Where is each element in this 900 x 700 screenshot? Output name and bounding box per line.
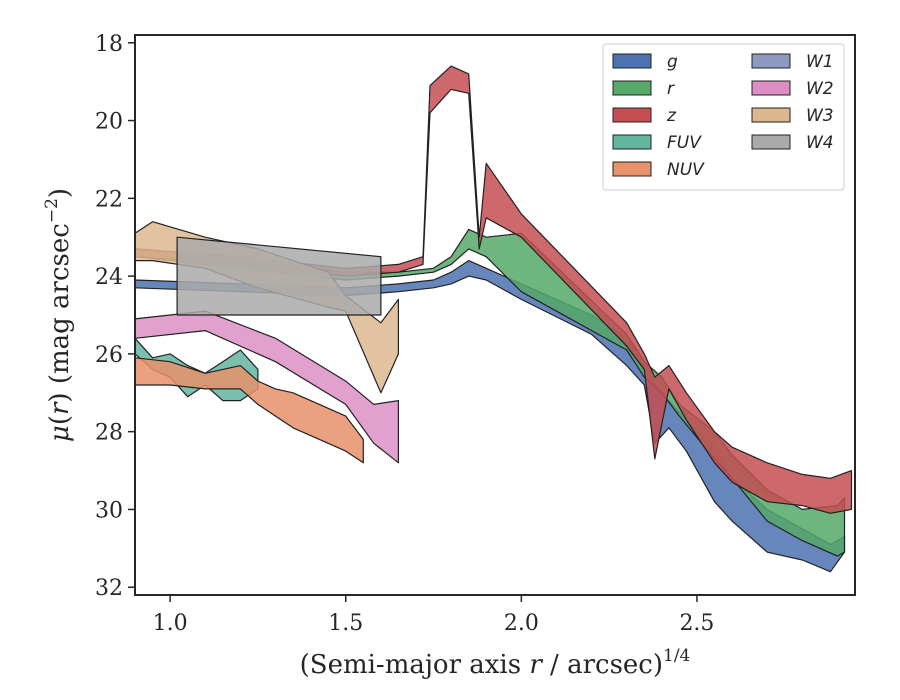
legend-label-w2: W2	[806, 79, 834, 99]
legend-swatch-w2	[751, 80, 791, 96]
legend-swatch-w4	[751, 134, 791, 150]
legend-label-nuv: NUV	[667, 160, 705, 180]
band-w4	[176, 236, 382, 316]
band-z	[134, 65, 853, 514]
plot-frame	[134, 34, 856, 596]
x-tick-label: 1.0	[153, 611, 188, 636]
legend-label-r: r	[667, 79, 675, 99]
x-tick-label: 1.5	[328, 611, 363, 636]
legend: grz FUV NUV W1 W2 W3 W4	[602, 43, 845, 191]
legend-label-g: g	[667, 52, 678, 72]
y-tick-label: 26	[95, 343, 123, 368]
y-axis: 18 20 22 24 26 28 30 32	[95, 32, 135, 601]
legend-swatch-z	[612, 107, 652, 123]
y-tick-label: 32	[95, 576, 123, 601]
legend-swatch-g	[612, 53, 652, 69]
y-tick-label: 22	[95, 187, 123, 212]
y-tick-label: 20	[95, 110, 123, 135]
x-axis-label: (Semi-major axis r / arcsec)1/4	[300, 646, 691, 680]
y-tick-label: 28	[95, 421, 123, 446]
legend-swatch-w3	[751, 107, 791, 123]
legend-swatch-w1	[751, 53, 791, 69]
y-tick-label: 24	[95, 265, 123, 290]
x-tick-label: 2.5	[679, 611, 714, 636]
x-axis: 1.0 1.5 2.0 2.5	[153, 595, 714, 636]
legend-swatch-r	[612, 80, 652, 96]
y-tick-label: 18	[95, 32, 123, 57]
legend-swatch-fuv	[612, 134, 652, 150]
x-tick-label: 2.0	[504, 611, 539, 636]
legend-label-w4: W4	[806, 133, 834, 153]
y-tick-label: 30	[95, 498, 123, 523]
series-areas	[134, 65, 853, 573]
legend-label-fuv: FUV	[667, 133, 702, 153]
band-nuv	[134, 357, 364, 464]
legend-label-w1: W1	[806, 52, 834, 72]
band-w2	[134, 310, 399, 464]
legend-swatch-nuv	[612, 161, 652, 177]
y-axis-label: μ(r) (mag arcsec−2)	[42, 188, 75, 442]
legend-label-w3: W3	[806, 106, 834, 126]
legend-label-z: z	[666, 106, 677, 126]
